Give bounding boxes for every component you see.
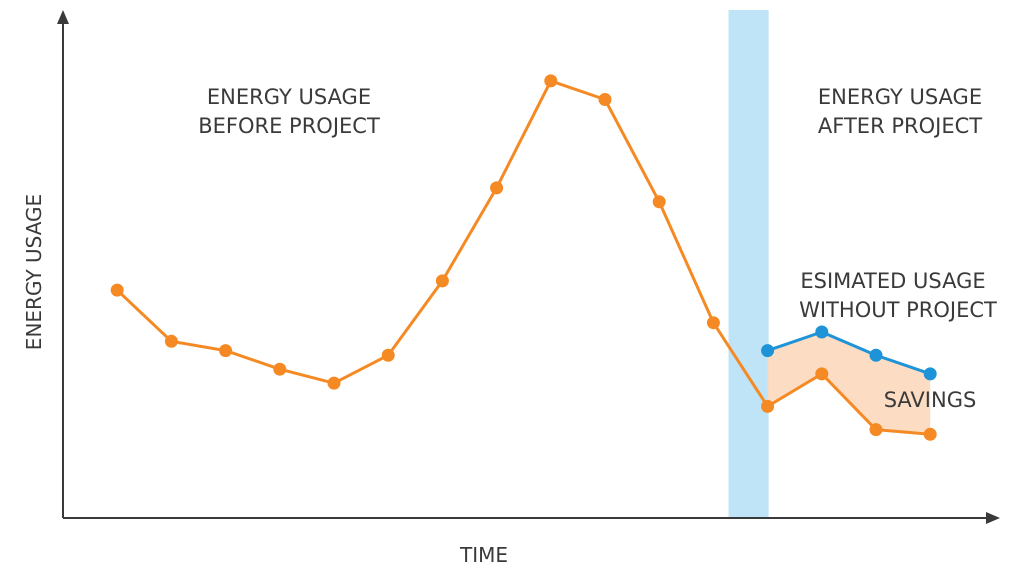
actual-usage-point [327,376,341,390]
actual-usage-point [761,399,775,413]
y-axis-title: ENERGY USAGE [22,194,46,350]
actual-usage-point [544,74,558,88]
actual-usage-point [435,274,449,288]
actual-usage-point [273,362,287,376]
actual-usage-line [116,79,931,436]
actual-usage-point [923,427,937,441]
estimated-usage-point [761,344,775,358]
x-axis-title: TIME [459,543,508,567]
estimated-label-line-2: WITHOUT PROJECT [799,298,997,322]
installation-label: INSTALLATION [704,76,729,244]
actual-usage-point [164,334,178,348]
after-label-line-1: ENERGY USAGE [818,85,982,109]
actual-usage-point [219,344,233,358]
actual-usage-point [490,181,504,195]
actual-usage-point [815,367,829,381]
actual-usage-point [110,283,124,297]
estimated-series [761,325,937,381]
y-axis-arrow-icon [57,10,69,24]
installation-band [728,10,769,518]
after-label-line-2: AFTER PROJECT [818,114,982,138]
savings-label: SAVINGS [884,388,977,412]
estimated-usage-point [923,367,937,381]
before-label-line-1: ENERGY USAGE [207,85,371,109]
x-axis-arrow-icon [986,512,1000,524]
before-label-line-2: BEFORE PROJECT [198,114,380,138]
actual-usage-point [598,93,612,106]
estimated-label-line-1: ESIMATED USAGE [800,269,985,293]
actual-usage-point [869,423,883,437]
savings-area [767,332,931,435]
actual-series [110,74,937,441]
axes [57,10,1000,524]
estimated-usage-line [767,330,931,376]
actual-usage-point [706,316,720,330]
estimated-usage-point [869,348,883,362]
actual-usage-point [652,195,666,209]
actual-usage-point [381,348,395,362]
estimated-usage-point [815,325,829,339]
